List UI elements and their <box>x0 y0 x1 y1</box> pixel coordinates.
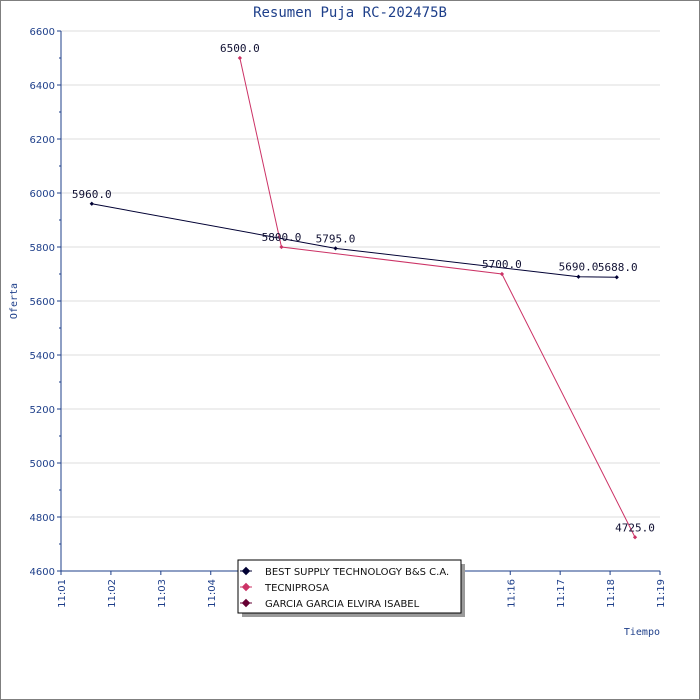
y-tick-label: 5600 <box>30 297 55 308</box>
x-tick-label: 11:04 <box>207 579 218 608</box>
x-tick-label: 11:16 <box>506 579 517 608</box>
series-line <box>91 203 617 278</box>
legend-box <box>237 559 462 614</box>
data-label: 5700.0 <box>482 258 522 271</box>
x-tick-label: 11:02 <box>107 579 118 608</box>
x-tick-label: 11:18 <box>606 579 617 608</box>
y-tick-label: 6200 <box>30 135 55 146</box>
data-point <box>576 274 581 279</box>
legend-label: GARCIA GARCIA ELVIRA ISABEL <box>265 599 420 610</box>
legend-label: BEST SUPPLY TECHNOLOGY B&S C.A. <box>265 567 449 578</box>
data-point <box>279 244 284 250</box>
data-label: 6500.0 <box>220 42 260 55</box>
data-point <box>632 535 638 540</box>
y-tick-label: 4800 <box>30 513 55 524</box>
series-0: 5960.0 5795.0 5690.0 5688.0 <box>72 188 638 280</box>
data-label: 5800.0 <box>262 231 302 244</box>
y-tick-label: 5200 <box>30 405 55 416</box>
legend: BEST SUPPLY TECHNOLOGY B&S C.A. TECNIPROS… <box>237 559 465 617</box>
series-1: 6500.0 5800.0 5700.0 4725.0 <box>220 42 655 540</box>
y-tick-label: 5800 <box>30 243 55 254</box>
y-axis-ticks: 4600 4800 5000 5200 5400 5600 5800 6000 6200 6400… <box>30 27 61 578</box>
y-tick-label: 4600 <box>30 567 55 578</box>
data-point <box>614 275 619 280</box>
legend-label: TECNIPROSA <box>264 583 329 594</box>
data-point <box>333 246 338 251</box>
data-label: 5960.0 <box>72 188 112 201</box>
data-point <box>499 271 505 277</box>
y-tick-label: 6000 <box>30 189 55 200</box>
y-tick-label: 5000 <box>30 459 55 470</box>
data-point <box>237 55 242 61</box>
y-axis-label: Oferta <box>9 283 20 319</box>
data-label: 5795.0 <box>316 232 356 245</box>
y-tick-label: 6600 <box>30 27 55 38</box>
data-label: 4725.0 <box>615 521 655 534</box>
series-line <box>239 57 636 538</box>
data-label: 5688.0 <box>598 261 638 274</box>
y-tick-label: 6400 <box>30 81 55 92</box>
data-point <box>89 201 94 206</box>
x-axis-label: Tiempo <box>624 627 660 638</box>
y-tick-label: 5400 <box>30 351 55 362</box>
series-group: 5960.0 5795.0 5690.0 5688.0 6500.0 5800.0 5700… <box>72 42 655 540</box>
x-tick-label: 11:19 <box>656 579 667 608</box>
x-tick-label: 11:03 <box>157 579 168 608</box>
chart-title: Resumen Puja RC-202475B <box>253 5 447 21</box>
data-label: 5690.0 <box>559 261 599 274</box>
x-tick-label: 11:17 <box>556 579 567 608</box>
x-tick-label: 11:01 <box>57 579 68 608</box>
